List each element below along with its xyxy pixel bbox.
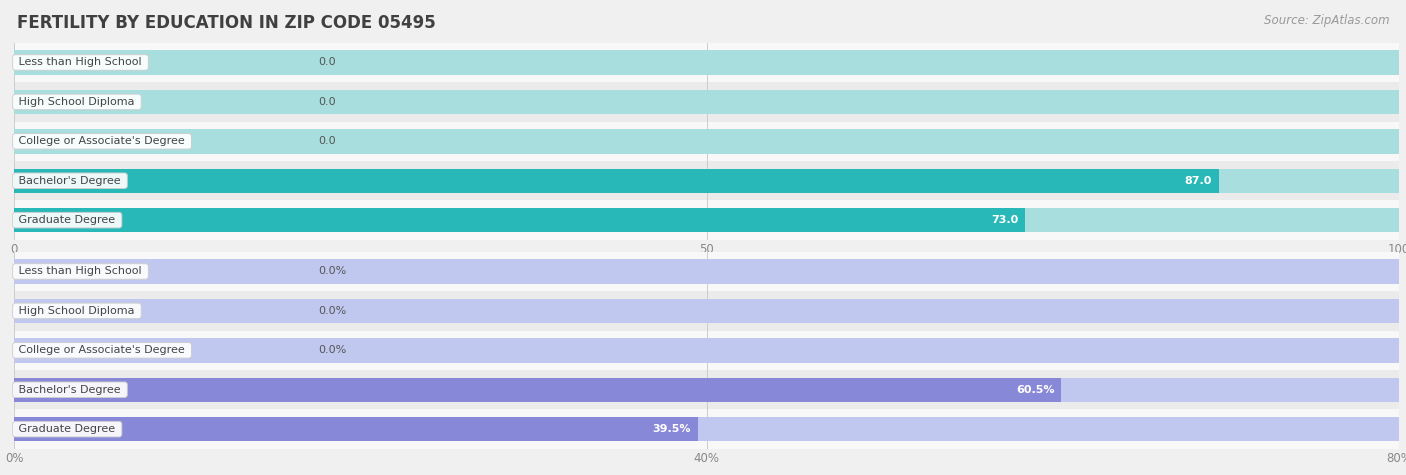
Text: Graduate Degree: Graduate Degree bbox=[15, 424, 120, 434]
Bar bbox=[14, 378, 1062, 402]
Bar bbox=[14, 208, 1025, 232]
Bar bbox=[14, 129, 1399, 153]
Bar bbox=[14, 200, 1399, 240]
Text: 87.0: 87.0 bbox=[1185, 176, 1212, 186]
Bar bbox=[14, 417, 697, 441]
Text: 0.0%: 0.0% bbox=[319, 345, 347, 355]
Text: 0.0%: 0.0% bbox=[319, 306, 347, 316]
Bar bbox=[14, 259, 1399, 284]
Text: High School Diploma: High School Diploma bbox=[15, 97, 138, 107]
Text: College or Associate's Degree: College or Associate's Degree bbox=[15, 345, 188, 355]
Text: High School Diploma: High School Diploma bbox=[15, 306, 138, 316]
Bar bbox=[14, 208, 1399, 232]
Bar bbox=[14, 122, 1399, 161]
Text: College or Associate's Degree: College or Associate's Degree bbox=[15, 136, 188, 146]
Text: 73.0: 73.0 bbox=[991, 215, 1018, 225]
Bar bbox=[14, 299, 1399, 323]
Text: 39.5%: 39.5% bbox=[652, 424, 690, 434]
Bar bbox=[14, 161, 1399, 200]
Bar bbox=[14, 43, 1399, 82]
Text: Less than High School: Less than High School bbox=[15, 57, 146, 67]
Bar bbox=[14, 169, 1219, 193]
Bar bbox=[14, 82, 1399, 122]
Bar bbox=[14, 291, 1399, 331]
Bar bbox=[14, 90, 1399, 114]
Text: 0.0%: 0.0% bbox=[319, 266, 347, 276]
Text: 0.0: 0.0 bbox=[319, 136, 336, 146]
Text: Source: ZipAtlas.com: Source: ZipAtlas.com bbox=[1264, 14, 1389, 27]
Bar bbox=[14, 50, 1399, 75]
Text: FERTILITY BY EDUCATION IN ZIP CODE 05495: FERTILITY BY EDUCATION IN ZIP CODE 05495 bbox=[17, 14, 436, 32]
Bar bbox=[14, 252, 1399, 291]
Bar bbox=[14, 409, 1399, 449]
Bar bbox=[14, 331, 1399, 370]
Bar bbox=[14, 338, 1399, 362]
Text: Less than High School: Less than High School bbox=[15, 266, 146, 276]
Text: 0.0: 0.0 bbox=[319, 97, 336, 107]
Bar bbox=[14, 378, 1399, 402]
Text: Graduate Degree: Graduate Degree bbox=[15, 215, 120, 225]
Text: 60.5%: 60.5% bbox=[1017, 385, 1054, 395]
Text: 0.0: 0.0 bbox=[319, 57, 336, 67]
Text: Bachelor's Degree: Bachelor's Degree bbox=[15, 176, 125, 186]
Bar bbox=[14, 169, 1399, 193]
Text: Bachelor's Degree: Bachelor's Degree bbox=[15, 385, 125, 395]
Bar bbox=[14, 417, 1399, 441]
Bar bbox=[14, 370, 1399, 409]
